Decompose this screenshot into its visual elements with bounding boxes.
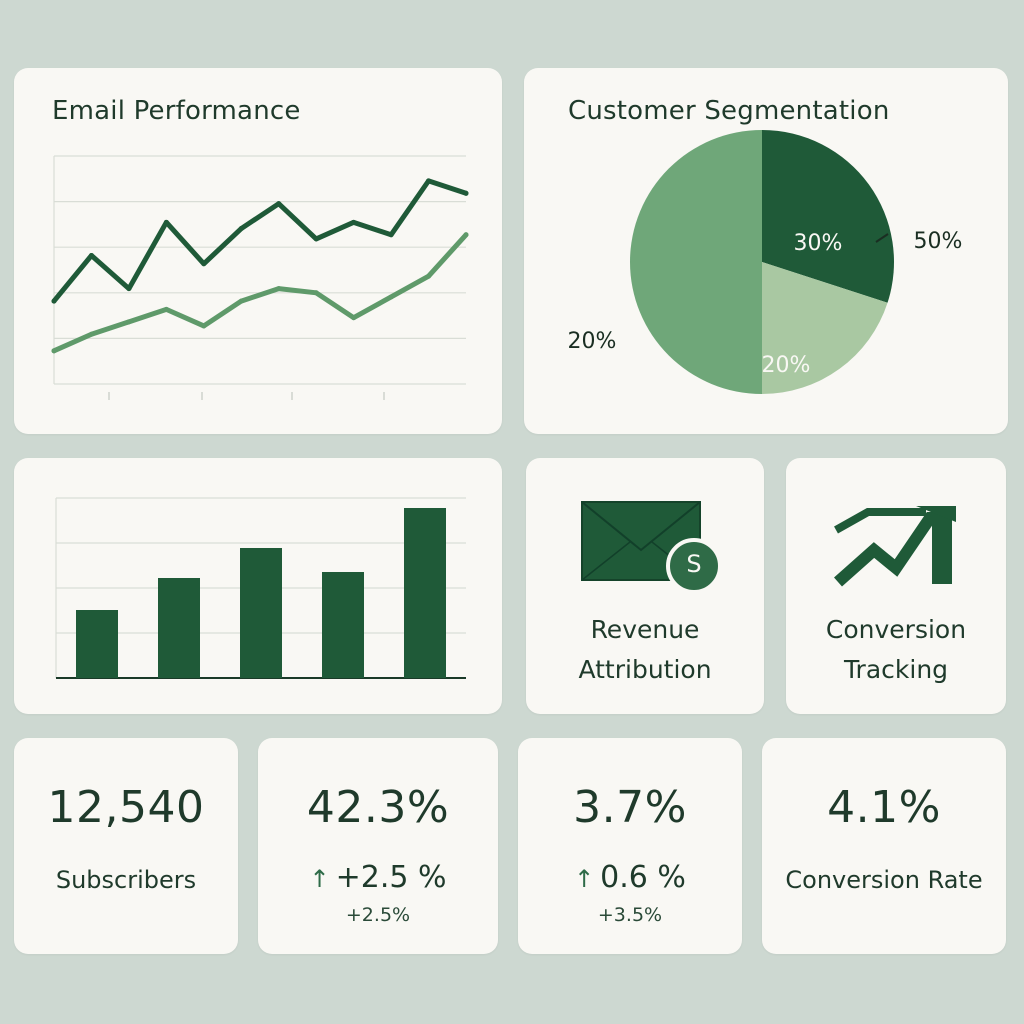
kpi-value: 4.1% — [827, 782, 941, 833]
data-point — [126, 319, 132, 325]
series-line — [51, 178, 469, 304]
kpi-delta-value: +2.5 % — [335, 860, 447, 895]
kpi-card-open-rate: 42.3% ↑ +2.5 % +2.5% — [258, 738, 498, 954]
revenue-attribution-label-1: Revenue — [590, 615, 700, 644]
trend-arrow-icon — [834, 506, 956, 587]
pie-label: 20% — [568, 329, 617, 354]
arrow-up-icon: ↑ — [574, 865, 595, 893]
data-point — [313, 236, 319, 242]
data-point — [88, 252, 94, 258]
bar — [158, 578, 200, 678]
series-line — [51, 232, 469, 354]
data-point — [126, 286, 132, 292]
data-point — [51, 348, 57, 354]
conversion-tracking-label-1: Conversion — [825, 615, 967, 644]
kpi-delta-value: 0.6 % — [600, 860, 686, 895]
kpi-value: 3.7% — [573, 782, 687, 833]
data-point — [201, 323, 207, 329]
envelope-dollar-icon — [581, 501, 722, 594]
bar — [404, 508, 446, 678]
kpi-delta: ↑ 0.6 % — [518, 860, 742, 895]
data-point — [51, 298, 57, 304]
bar — [240, 548, 282, 678]
data-point — [238, 226, 244, 232]
data-point — [351, 315, 357, 321]
data-point — [88, 331, 94, 337]
pie-label: 20% — [762, 353, 811, 378]
data-point — [163, 306, 169, 312]
kpi-small: +2.5% — [345, 904, 411, 926]
arrow-up-icon: ↑ — [309, 865, 330, 893]
data-point — [163, 219, 169, 225]
email-performance-title: Email Performance — [52, 96, 301, 126]
pie-label: 30% — [794, 231, 843, 256]
kpi-card-conversion-rate: 4.1% Conversion Rate — [762, 738, 1006, 954]
data-point — [238, 298, 244, 304]
kpi-card-click-rate: 3.7% ↑ 0.6 % +3.5% — [518, 738, 742, 954]
data-point — [388, 294, 394, 300]
customer-segmentation-pie-chart: 30% 50% 20% 20% — [568, 130, 963, 394]
revenue-attribution-label-2: Attribution — [578, 655, 712, 684]
pie-slice — [630, 130, 762, 394]
conversion-tracking-tile[interactable]: Conversion Tracking — [786, 458, 1006, 714]
data-point — [201, 261, 207, 267]
pie-label: 50% — [914, 229, 963, 254]
kpi-value: 42.3% — [306, 782, 450, 833]
customer-segmentation-title: Customer Segmentation — [568, 96, 890, 126]
kpi-label: Conversion Rate — [785, 866, 983, 894]
bar-chart — [55, 497, 466, 679]
email-performance-card: Email Performance — [14, 68, 502, 434]
kpi-label: Subscribers — [55, 866, 197, 894]
data-point — [351, 219, 357, 225]
kpi-value: 12,540 — [47, 782, 205, 833]
pie-slice — [762, 262, 888, 394]
revenue-attribution-tile[interactable]: S Revenue Attribution — [526, 458, 764, 714]
kpi-delta: ↑ +2.5 % — [258, 860, 498, 895]
bar — [76, 610, 118, 678]
label-leader — [875, 233, 889, 243]
conversion-tracking-label-2: Tracking — [843, 655, 949, 684]
bar — [322, 572, 364, 678]
dollar-badge-label: S — [686, 550, 702, 578]
data-point — [463, 190, 469, 196]
kpi-card-subscribers: 12,540 Subscribers — [14, 738, 238, 954]
data-point — [426, 178, 432, 184]
data-point — [313, 290, 319, 296]
data-point — [276, 286, 282, 292]
data-point — [426, 273, 432, 279]
data-point — [388, 232, 394, 238]
customer-segmentation-card: Customer Segmentation 30% 50% 20% 20% — [524, 68, 1008, 434]
data-point — [463, 232, 469, 238]
bar-chart-card — [14, 458, 502, 714]
email-performance-line-chart — [51, 155, 469, 400]
data-point — [276, 201, 282, 207]
pie-slice — [762, 130, 894, 303]
kpi-small: +3.5% — [597, 904, 663, 926]
